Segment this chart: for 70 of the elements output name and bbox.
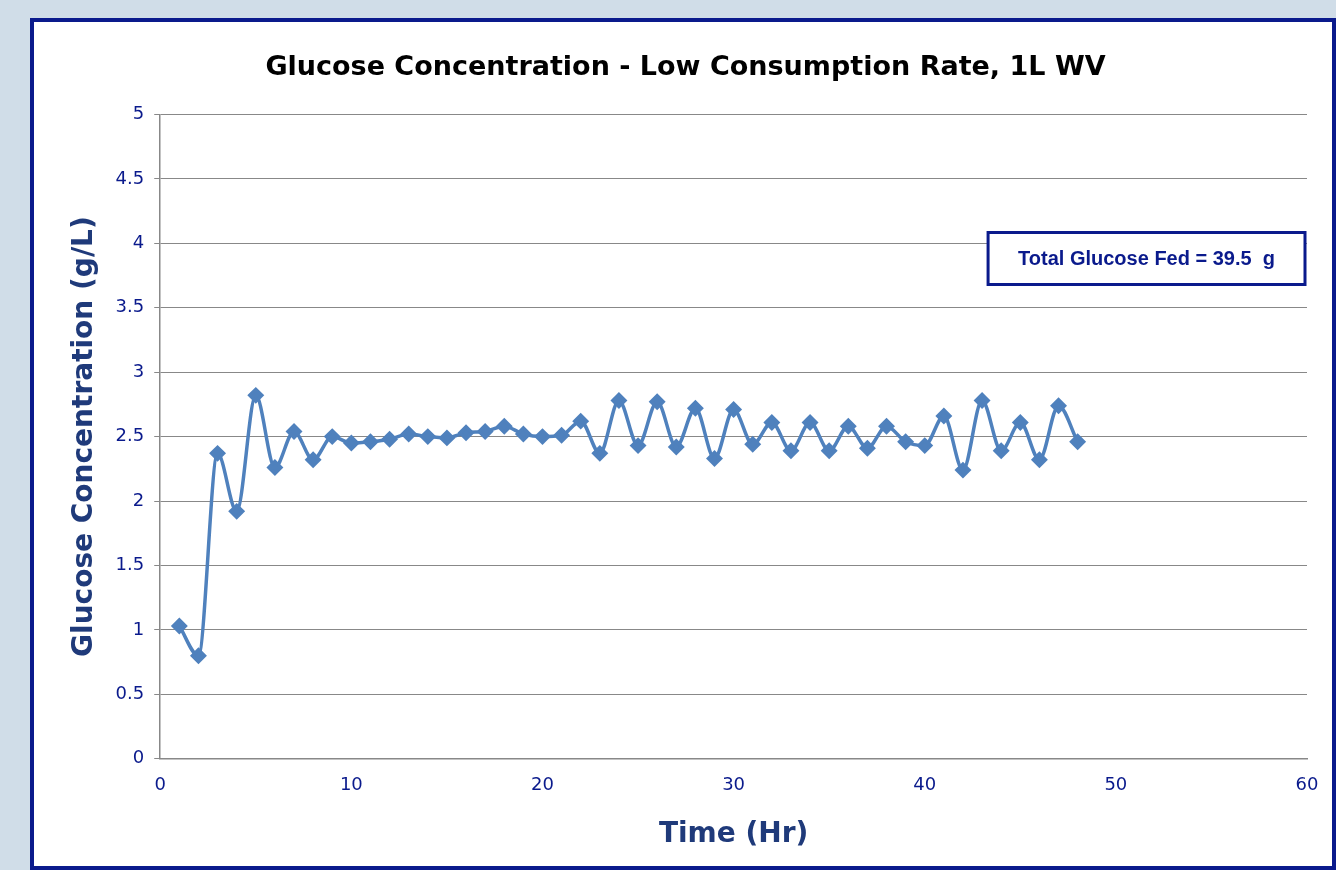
x-tick-label: 60 [1295, 773, 1319, 795]
x-tick-label: 50 [1104, 773, 1128, 795]
point [687, 400, 704, 416]
annotation: Total Glucose Fed = 39.5 g [1018, 246, 1276, 269]
x-tick-label: 40 [913, 773, 937, 795]
point [190, 647, 207, 664]
point [553, 427, 570, 444]
point [267, 459, 283, 476]
x-tick-label: 20 [531, 773, 554, 795]
point [1069, 434, 1086, 450]
point [706, 450, 723, 467]
point [783, 443, 799, 459]
point [534, 428, 551, 445]
chart-title: Glucose Concentration - Low Consumption Rate, 1L WV [265, 50, 1106, 82]
point [362, 434, 379, 450]
y-tick-label: 4 [132, 230, 145, 252]
point [821, 443, 837, 459]
point [228, 503, 245, 520]
point [1031, 452, 1048, 468]
x-tick-label: 0 [154, 773, 166, 795]
point [381, 431, 398, 447]
y-tick-label: 1.5 [115, 553, 145, 575]
point [439, 430, 455, 446]
point [209, 445, 226, 462]
y-tick-label: 5 [132, 102, 145, 124]
point [420, 428, 436, 445]
point [305, 452, 321, 468]
y-tick-label: 0 [132, 746, 145, 768]
point [859, 440, 876, 456]
x-tick-label: 30 [722, 773, 746, 795]
y-tick-label: 3 [132, 359, 145, 381]
x-tick-label: 10 [339, 773, 363, 795]
point [802, 414, 818, 431]
point [668, 439, 685, 455]
point [993, 443, 1009, 459]
point [324, 428, 340, 445]
y-tick-label: 4.5 [115, 166, 145, 188]
point [171, 618, 188, 634]
point [955, 462, 971, 478]
point [572, 413, 589, 429]
point [630, 437, 646, 454]
point [764, 414, 780, 431]
point [1050, 397, 1067, 414]
point [400, 426, 417, 442]
point [916, 437, 933, 454]
point [343, 435, 360, 451]
point [725, 401, 742, 418]
point [611, 392, 627, 409]
x-axis-title: Time (Hr) [658, 816, 809, 850]
point [477, 423, 493, 440]
point [744, 436, 761, 453]
point [936, 408, 952, 424]
y-tick-label: 2.5 [115, 424, 145, 446]
point [1012, 414, 1029, 431]
point [496, 418, 513, 435]
y-tick-label: 1 [132, 617, 145, 639]
y-tick-label: 2 [132, 488, 145, 510]
y-tick-label: 0.5 [115, 682, 145, 704]
point [840, 418, 857, 435]
point [974, 392, 990, 409]
point [515, 426, 532, 442]
y-tick-label: 3.5 [115, 295, 145, 317]
point [248, 387, 264, 404]
point [286, 423, 302, 440]
point [592, 445, 608, 462]
point [878, 418, 895, 435]
point [458, 424, 474, 441]
point [649, 394, 665, 410]
y-axis-title: Glucose Concentration (g/L) [66, 216, 100, 657]
point [897, 434, 914, 450]
